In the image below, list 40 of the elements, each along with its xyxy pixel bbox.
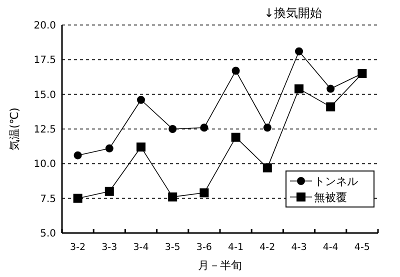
point	[326, 84, 335, 93]
legend-label: トンネル	[314, 174, 358, 188]
point	[263, 124, 272, 132]
x-tick-label: 4-2	[260, 242, 276, 253]
point	[200, 124, 208, 132]
text: ↓換気開始	[264, 6, 322, 20]
point	[231, 132, 240, 142]
y-tick-label: 12.5	[34, 124, 56, 136]
point	[294, 84, 304, 94]
x-tick-label: 3-5	[164, 242, 180, 253]
y-tick-label: 15.0	[34, 90, 56, 101]
x-tick-label: 3-3	[102, 242, 118, 253]
y-tick-label: 17.5	[34, 55, 56, 66]
x-tick-label: 4-1	[228, 242, 244, 253]
y-axis-title: 気温(℃)	[8, 108, 21, 150]
point	[168, 192, 178, 202]
x-tick-label: 3-6	[196, 242, 212, 253]
point	[168, 125, 177, 133]
x-tick-label: 4-5	[354, 242, 370, 253]
point	[104, 186, 114, 196]
y-tick-label: 7.5	[40, 194, 56, 205]
point	[73, 194, 82, 203]
legend-label: 無被覆	[314, 190, 347, 204]
y-tick-label: 5.0	[40, 228, 56, 240]
x-tick-label: 3-4	[133, 242, 149, 253]
point	[232, 66, 240, 75]
x-tick-label: 4-3	[291, 242, 307, 253]
point	[200, 188, 209, 198]
y-tick-label: 20.0	[34, 20, 56, 32]
point	[295, 47, 303, 56]
point	[105, 144, 114, 152]
y-tick-label: 10.0	[34, 159, 56, 170]
x-axis-title: 月－半旬	[198, 259, 242, 272]
point	[74, 151, 82, 160]
point	[136, 142, 146, 152]
point	[326, 102, 336, 112]
point	[137, 96, 145, 104]
point	[262, 163, 272, 172]
x-tick-label: 3-2	[70, 242, 86, 253]
x-tick-label: 4-4	[322, 242, 338, 253]
